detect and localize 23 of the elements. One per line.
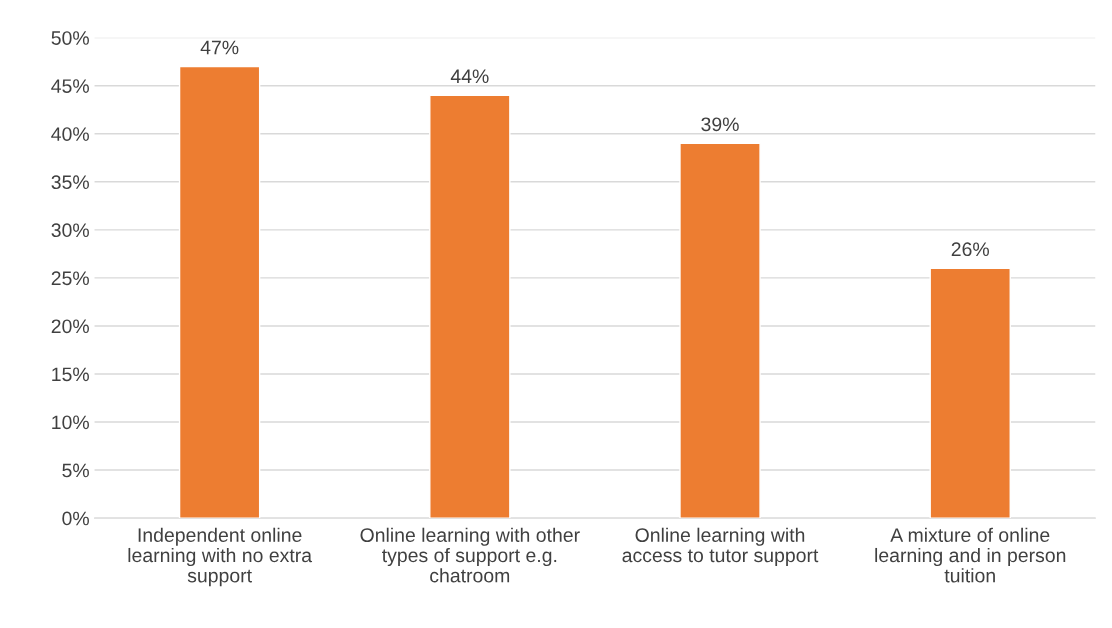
- bar: [679, 142, 761, 519]
- y-tick-label: 30%: [51, 223, 89, 238]
- y-tick-label: 20%: [51, 319, 89, 334]
- data-label: 44%: [450, 69, 489, 84]
- y-tick-label: 15%: [52, 367, 89, 382]
- y-tick-label: 0%: [62, 511, 89, 526]
- y-tick-label: 25%: [51, 271, 89, 286]
- x-tick-label: Online learning with access to tutor support: [622, 527, 819, 567]
- y-tick-label: 40%: [51, 127, 89, 141]
- x-tick-label: A mixture of online learning and in person tuition: [875, 527, 1066, 583]
- bar: [929, 267, 1011, 519]
- y-tick-label: 50%: [51, 31, 89, 45]
- y-tick-label: 10%: [52, 415, 89, 430]
- bar: [178, 65, 261, 519]
- y-tick-label: 35%: [51, 175, 89, 190]
- x-tick-label: Online learning with other types of support e.g. chatroom: [360, 527, 580, 583]
- data-label: 47%: [200, 40, 239, 55]
- y-tick-label: 5%: [62, 463, 89, 478]
- data-label: 39%: [701, 117, 739, 132]
- bar: [429, 94, 511, 519]
- y-tick-label: 45%: [51, 79, 89, 93]
- data-label: 26%: [951, 242, 989, 257]
- x-tick-label: Independent online learning with no extra support: [128, 527, 313, 587]
